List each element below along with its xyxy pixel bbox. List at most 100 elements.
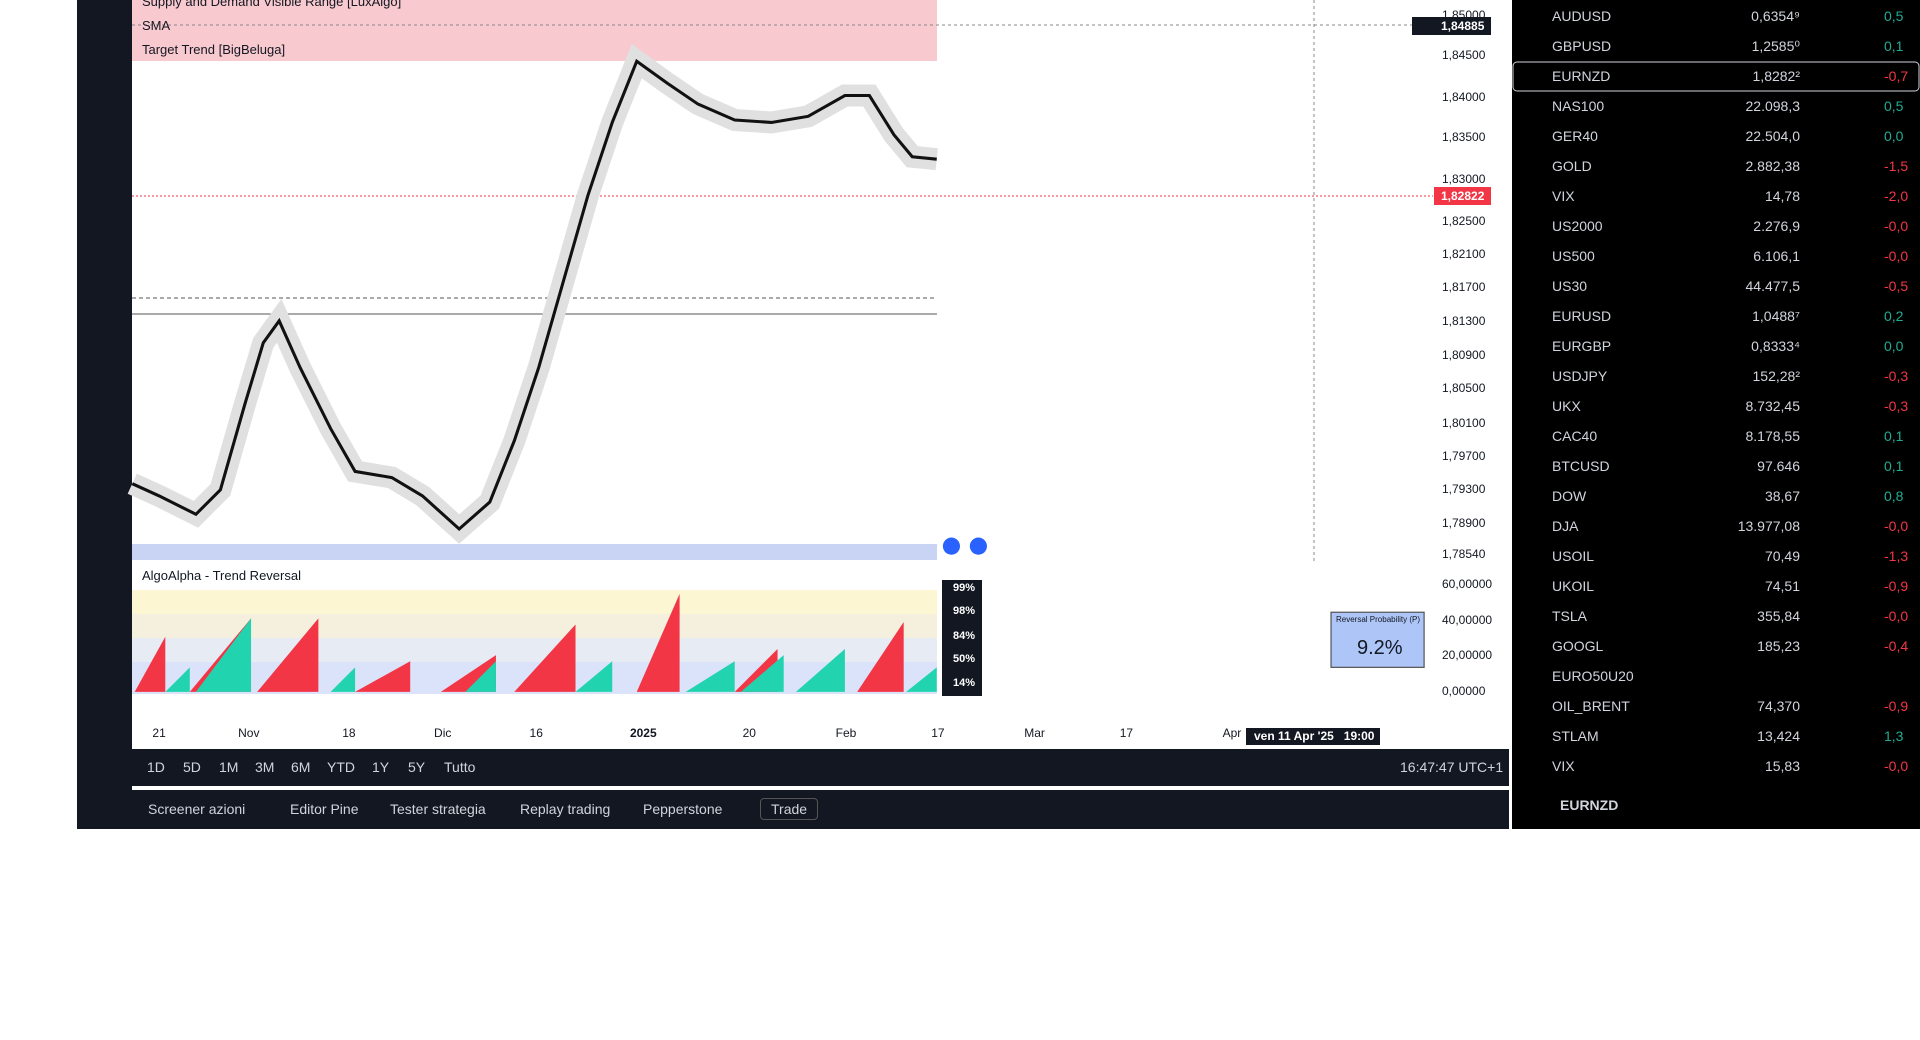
watch-symbol[interactable]: GOLD <box>1552 158 1592 174</box>
watch-change: 0,1 <box>1884 428 1904 444</box>
watch-change: -0,0 <box>1884 518 1909 534</box>
osc-level: 14% <box>953 677 976 690</box>
time-label: 2025 <box>629 726 657 740</box>
watch-change: 0,5 <box>1884 8 1904 24</box>
time-label: Mar <box>1024 726 1045 740</box>
watch-change: 0,0 <box>1884 338 1904 354</box>
watch-symbol[interactable]: DJA <box>1552 518 1579 534</box>
range-button[interactable]: 6M <box>291 759 311 775</box>
watch-price: 8.732,45 <box>1745 398 1801 414</box>
price-label: 1,82100 <box>1442 246 1486 261</box>
range-button[interactable]: 1Y <box>372 759 390 775</box>
price-label: 1,82500 <box>1442 213 1486 228</box>
price-label: 1,78540 <box>1442 546 1486 561</box>
watch-price: 6.106,1 <box>1753 248 1800 264</box>
indicator-label[interactable]: Supply and Demand Visible Range [LuxAlgo… <box>142 0 402 9</box>
watch-change: -0,5 <box>1884 278 1909 294</box>
watch-symbol[interactable]: CAC40 <box>1552 428 1598 444</box>
watch-price: 0,8333⁴ <box>1751 338 1800 354</box>
watch-price: 38,67 <box>1764 488 1800 504</box>
price-label: 1,85000 <box>1442 7 1486 22</box>
osc-title[interactable]: AlgoAlpha - Trend Reversal <box>142 568 301 583</box>
watch-symbol[interactable]: US500 <box>1552 248 1595 264</box>
prob-box <box>1330 611 1425 668</box>
watch-symbol[interactable]: DOW <box>1552 488 1587 504</box>
demand-zone <box>132 544 937 560</box>
price-label: 1,84000 <box>1442 89 1486 104</box>
watch-price: 74,51 <box>1764 578 1800 594</box>
watch-symbol[interactable]: NAS100 <box>1552 98 1605 114</box>
watch-change: -0,9 <box>1884 578 1909 594</box>
watch-symbol[interactable]: EURUSD <box>1552 308 1612 324</box>
range-button[interactable]: 1M <box>219 759 239 775</box>
watch-symbol[interactable]: EURO50U20 <box>1552 668 1634 684</box>
osc-axis-label: 60,00000 <box>1442 577 1493 592</box>
osc-axis-label: 0,00000 <box>1442 683 1486 698</box>
range-button[interactable]: 1D <box>147 759 165 775</box>
watch-symbol[interactable]: US30 <box>1552 278 1588 294</box>
watch-symbol[interactable]: VIX <box>1552 188 1575 204</box>
clock: 16:47:47 UTC+1 <box>1400 759 1504 775</box>
range-button[interactable]: 5Y <box>408 759 426 775</box>
watch-symbol[interactable]: GBPUSD <box>1552 38 1612 54</box>
watch-symbol[interactable]: BTCUSD <box>1552 458 1610 474</box>
watch-symbol[interactable]: GOOGL <box>1552 638 1604 654</box>
bottom-tab[interactable]: Editor Pine <box>290 801 359 817</box>
range-bar <box>132 749 1509 786</box>
watch-symbol[interactable]: STLAM <box>1552 728 1599 744</box>
watch-symbol[interactable]: EURNZD <box>1552 68 1611 84</box>
bottom-panel <box>132 790 1509 829</box>
watch-symbol[interactable]: USDJPY <box>1552 368 1608 384</box>
price-label: 1,83000 <box>1442 172 1486 186</box>
watch-symbol[interactable]: UKOIL <box>1552 578 1595 594</box>
bottom-tab[interactable]: Trade <box>760 798 819 820</box>
event-icon <box>942 537 961 555</box>
time-label: 18 <box>342 726 356 740</box>
watch-symbol[interactable]: TSLA <box>1552 608 1588 624</box>
range-button[interactable]: Tutto <box>444 759 476 775</box>
price-label: 1,80100 <box>1442 415 1486 430</box>
time-label: 17 <box>1119 726 1134 740</box>
watch-symbol[interactable]: VIX <box>1552 758 1575 774</box>
time-label: Dic <box>434 726 452 740</box>
watch-selected: EURNZD <box>1560 797 1619 813</box>
watch-symbol[interactable]: GER40 <box>1552 128 1598 144</box>
osc-axis-label: 20,00000 <box>1442 648 1493 663</box>
osc-band <box>132 638 937 662</box>
range-button[interactable]: YTD <box>327 759 355 775</box>
indicator-label[interactable]: Target Trend [BigBeluga] <box>142 42 286 57</box>
bottom-tab[interactable]: Pepperstone <box>643 801 723 817</box>
main-pane <box>132 0 1509 560</box>
watch-price: 2.882,38 <box>1745 158 1801 174</box>
range-button[interactable]: 5D <box>183 759 201 775</box>
watch-change: -0,3 <box>1884 368 1909 384</box>
bottom-tab[interactable]: Screener azioni <box>148 801 246 817</box>
watch-price: 0,6354⁹ <box>1751 8 1800 24</box>
osc-band <box>132 614 937 638</box>
watch-symbol[interactable]: US2000 <box>1552 218 1603 234</box>
time-label: Apr <box>1222 726 1242 740</box>
watch-symbol[interactable]: USOIL <box>1552 548 1595 564</box>
watch-change: -0,0 <box>1884 608 1909 624</box>
range-button[interactable]: 3M <box>255 759 275 775</box>
bottom-tab[interactable]: Replay trading <box>520 801 611 817</box>
watch-symbol[interactable]: UKX <box>1552 398 1581 414</box>
watchlist-panel <box>1512 0 1920 829</box>
bottom-tab[interactable]: Tester strategia <box>390 801 486 817</box>
crosshair-time: ven 11 Apr '25 19:00 <box>1254 729 1375 743</box>
watch-price: 14,78 <box>1764 188 1800 204</box>
watch-symbol[interactable]: AUDUSD <box>1552 8 1612 24</box>
crosshair-price: 1,84885 <box>1441 19 1485 33</box>
watch-price: 97.646 <box>1757 458 1800 474</box>
watch-symbol[interactable]: EURGBP <box>1552 338 1612 354</box>
price-label: 1,78900 <box>1442 516 1486 531</box>
watch-symbol[interactable]: OIL_BRENT <box>1552 698 1630 714</box>
watch-price: 1,2585⁰ <box>1751 38 1800 54</box>
watch-price: 74,370 <box>1757 698 1800 714</box>
price-label: 1,84500 <box>1442 48 1486 63</box>
watch-price: 22.098,3 <box>1745 98 1801 114</box>
indicator-label[interactable]: SMA <box>142 18 171 33</box>
watch-change: 0,8 <box>1884 488 1904 504</box>
